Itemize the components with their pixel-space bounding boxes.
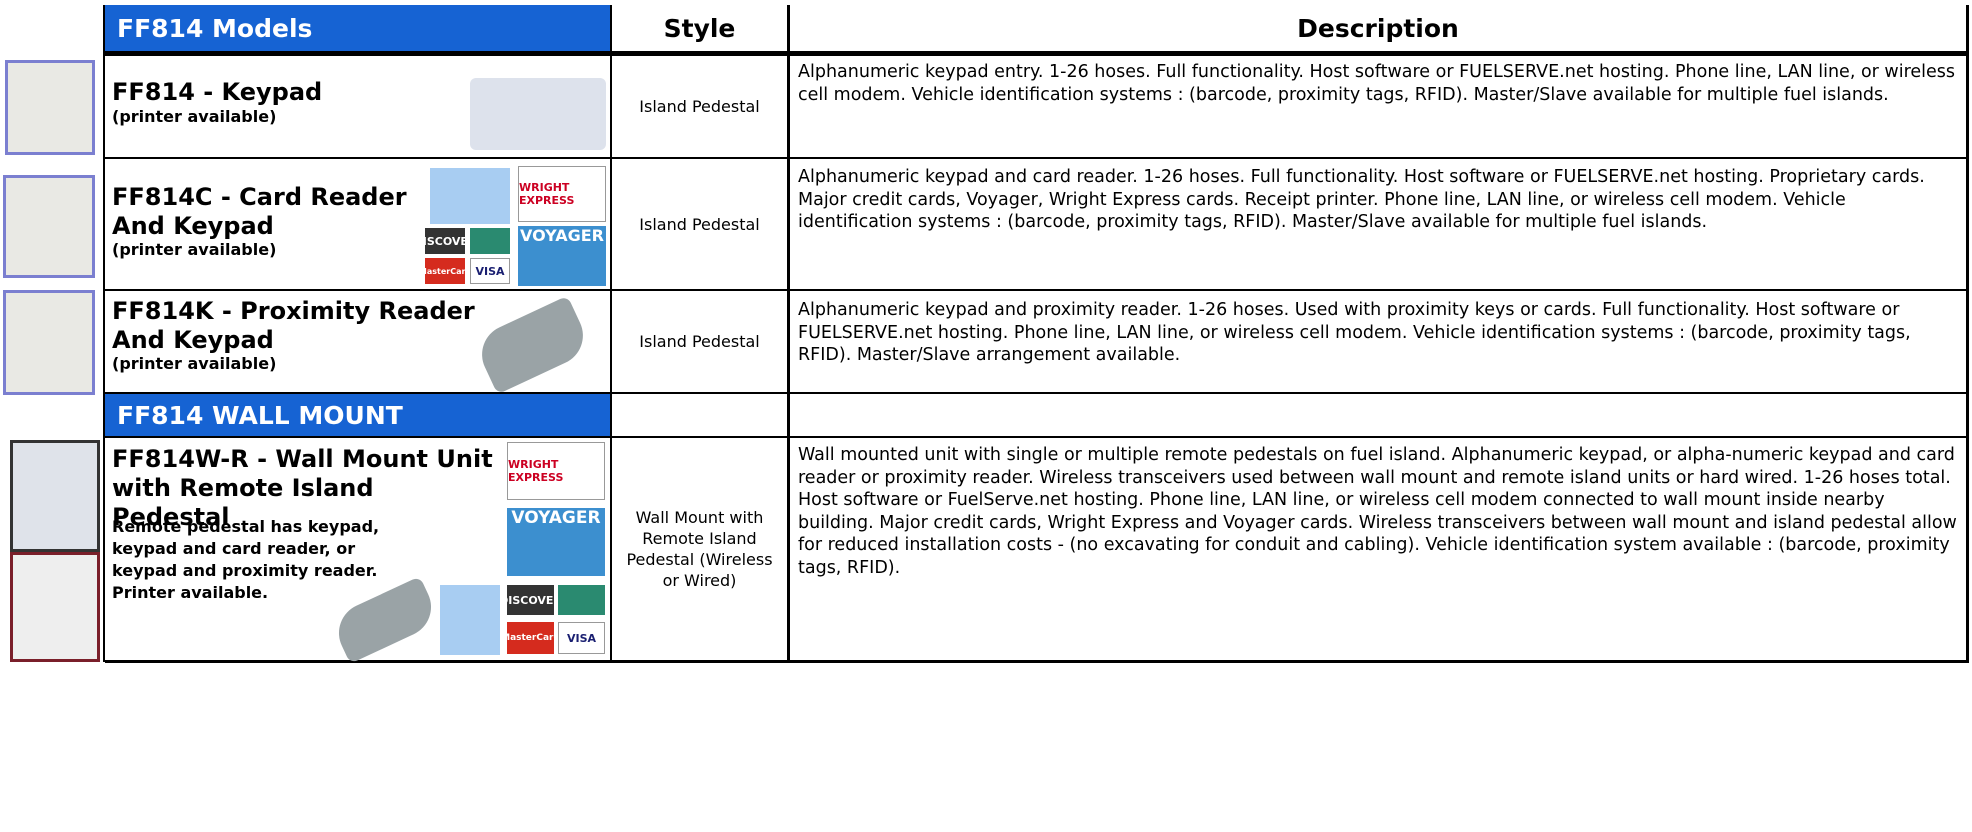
logo: VISA	[470, 258, 510, 284]
keys-image	[472, 295, 593, 395]
style-cell: Island Pedestal	[639, 214, 760, 234]
logo: VOYAGER	[518, 226, 606, 286]
model-title: FF814K - Proximity Reader And Keypad	[112, 297, 475, 354]
row-line	[105, 392, 1969, 394]
logo: MasterCard	[419, 258, 471, 284]
model-note: Remote pedestal has keypad, keypad and c…	[112, 517, 380, 602]
description-cell: Wall mounted unit with single or multipl…	[798, 445, 1957, 578]
card-image	[470, 228, 510, 254]
section-header: FF814 WALL MOUNT	[105, 394, 610, 436]
product-photo	[3, 175, 95, 278]
col-line	[787, 5, 790, 662]
header-models: FF814 Models	[105, 5, 610, 51]
col-line	[610, 5, 612, 662]
description-cell: Alphanumeric keypad and proximity reader…	[798, 300, 1911, 365]
row-line	[105, 289, 1969, 291]
card-image	[430, 168, 510, 224]
row-line	[105, 157, 1969, 159]
card-image	[558, 585, 605, 615]
product-photo	[10, 440, 100, 552]
logo: VISA	[558, 622, 605, 654]
description-cell: Alphanumeric keypad entry. 1-26 hoses. F…	[798, 62, 1956, 105]
logo: DISCOVER	[414, 228, 476, 254]
row-line	[105, 436, 1969, 438]
model-note: (printer available)	[112, 107, 277, 126]
keypad-image	[470, 78, 606, 150]
header-style: Style	[663, 13, 736, 43]
product-photo	[3, 290, 95, 395]
style-cell: Wall Mount with Remote Island Pedestal (…	[626, 508, 773, 590]
row-line	[105, 660, 1969, 663]
style-cell: Island Pedestal	[639, 332, 760, 351]
model-note: (printer available)	[112, 354, 277, 373]
logo: DISCOVER	[499, 585, 562, 615]
model-title: FF814C - Card Reader And Keypad	[112, 183, 407, 240]
card-image	[440, 585, 500, 655]
model-note: (printer available)	[112, 240, 277, 259]
description-cell: Alphanumeric keypad and card reader. 1-2…	[798, 167, 1925, 232]
logo: WRIGHT EXPRESS	[518, 166, 606, 222]
product-photo	[10, 552, 100, 662]
model-title: FF814 - Keypad	[112, 78, 323, 106]
model-title: FF814W-R - Wall Mount Unit with Remote I…	[112, 445, 493, 531]
col-line	[103, 5, 105, 662]
logo: WRIGHT EXPRESS	[507, 442, 605, 500]
style-cell: Island Pedestal	[639, 97, 760, 116]
logo: VOYAGER	[507, 508, 605, 576]
logo: MasterCard	[501, 622, 560, 654]
header-description: Description	[1297, 13, 1459, 43]
col-line	[1966, 5, 1969, 662]
product-photo	[5, 60, 95, 155]
header-rule	[105, 51, 1969, 56]
